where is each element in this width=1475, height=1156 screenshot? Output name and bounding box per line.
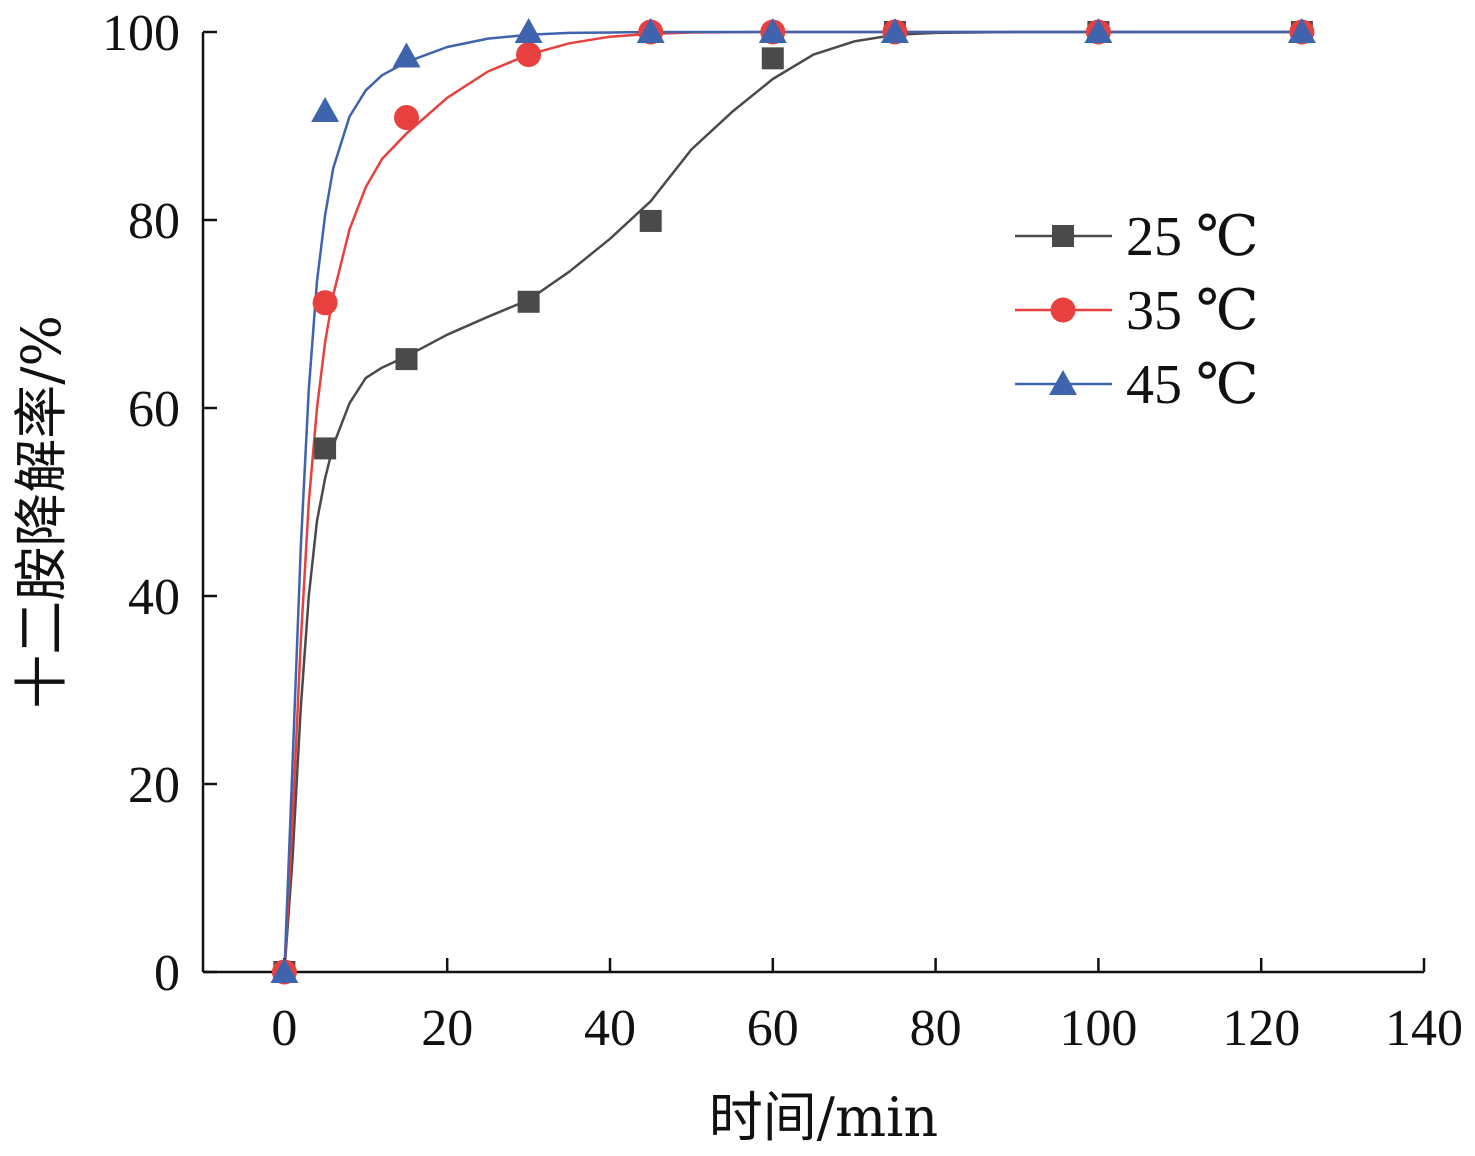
y-tick-label: 80 [128,193,180,250]
tick-labels: 0 20 40 60 80 100 120 140 0 20 40 60 80 100 [102,5,1463,1057]
series-1-point [314,437,337,460]
series-2-point [312,290,338,316]
series-3-point [636,18,665,43]
data-markers [270,18,1316,985]
series-1-point [639,209,662,232]
series-3-point [880,18,909,43]
series-3-legend-marker [1049,370,1077,395]
series-2-point [516,42,542,68]
series-3-point [392,42,421,68]
series-1-point [761,47,784,70]
series-3-fit-line [283,30,1302,973]
series-1-fit-line [283,30,1302,973]
y-tick-label: 40 [128,569,180,626]
y-tick-label: 0 [154,945,180,1002]
series-3-point [1084,18,1113,43]
x-tick-label: 100 [1059,1000,1137,1057]
fit-curves [283,30,1302,973]
series-1-legend-marker [1052,225,1074,247]
series-3-legend-label: 45 ℃ [1126,354,1259,416]
x-tick-label: 20 [421,1000,473,1057]
series-3-point [514,18,543,43]
axes [201,30,1426,974]
x-tick-label: 40 [584,1000,636,1057]
x-axis-title: 时间/min [709,1086,938,1149]
x-tick-label: 140 [1385,1000,1463,1057]
x-tick-label: 80 [910,1000,962,1057]
series-3-point [270,958,299,983]
series-3-point [1287,18,1316,43]
x-tick-label: 0 [271,1000,297,1057]
legend: 25 ℃ 35 ℃ 45 ℃ [1015,206,1259,416]
y-tick-label: 60 [128,381,180,438]
series-1-point [517,290,540,313]
y-tick-label: 100 [102,5,180,62]
y-tick-label: 20 [128,757,180,814]
series-2-legend-label: 35 ℃ [1126,280,1259,342]
series-3-point [311,96,340,122]
x-tick-label: 120 [1222,1000,1300,1057]
series-2-fit-line [283,30,1302,973]
series-2-legend-marker [1050,297,1076,323]
series-1-legend-label: 25 ℃ [1126,206,1259,268]
series-1-point [395,348,418,371]
series-3-point [758,18,787,43]
series-2-point [394,105,419,131]
y-axis-title: 十二胺降解率/% [10,315,73,709]
x-tick-label: 60 [747,1000,799,1057]
